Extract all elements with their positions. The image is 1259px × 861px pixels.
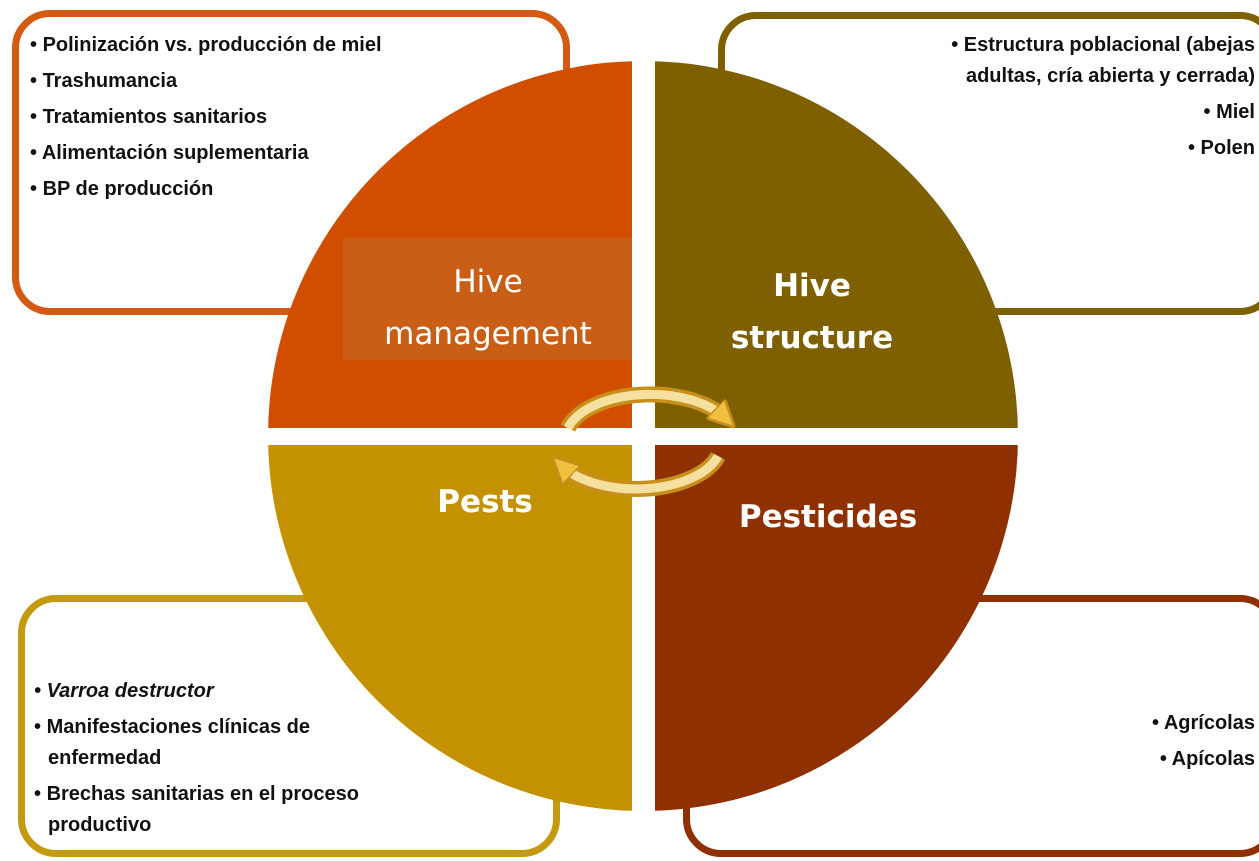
separator [250,428,1050,445]
list-item: Manifestaciones clínicas de enfermedad [34,712,394,774]
item-list: Varroa destructor Manifestaciones clínica… [34,676,394,846]
cycle-arrow [563,389,725,431]
label-line: management [384,316,592,352]
quadrant [643,61,1018,436]
quadrant [643,436,1018,811]
list-item: Varroa destructor [34,676,394,707]
list-item: Agrícolas [1055,708,1255,739]
item-list: Agrícolas Apícolas [1055,708,1255,780]
list-item: Estructura poblacional (abejas adultas, … [895,30,1255,92]
list-item: Miel [895,97,1255,128]
quadrant-label: Pests [437,484,532,520]
label-background [343,238,632,360]
list-item: Trashumancia [30,66,390,97]
label-line: Hive [773,268,851,304]
list-item: Brechas sanitarias en el proceso product… [34,779,394,841]
list-item: Apícolas [1055,744,1255,775]
quadrant [268,436,643,811]
item-list: Polinización vs. producción de miel Trash… [30,30,390,210]
item-list: Estructura poblacional (abejas adultas, … [895,30,1255,169]
quadrant-label: Pesticides [739,499,917,535]
list-item: Polen [895,133,1255,164]
list-item: BP de producción [30,174,390,205]
list-item: Tratamientos sanitarios [30,102,390,133]
label-line: structure [731,320,893,356]
quadrant-label: Hive structure [731,268,893,356]
list-item: Alimentación suplementaria [30,138,390,169]
list-item: Polinización vs. producción de miel [30,30,390,61]
quadrant-label: Hive management [384,264,592,352]
label-line: Hive [453,264,522,300]
cycle-arrow [562,453,722,494]
